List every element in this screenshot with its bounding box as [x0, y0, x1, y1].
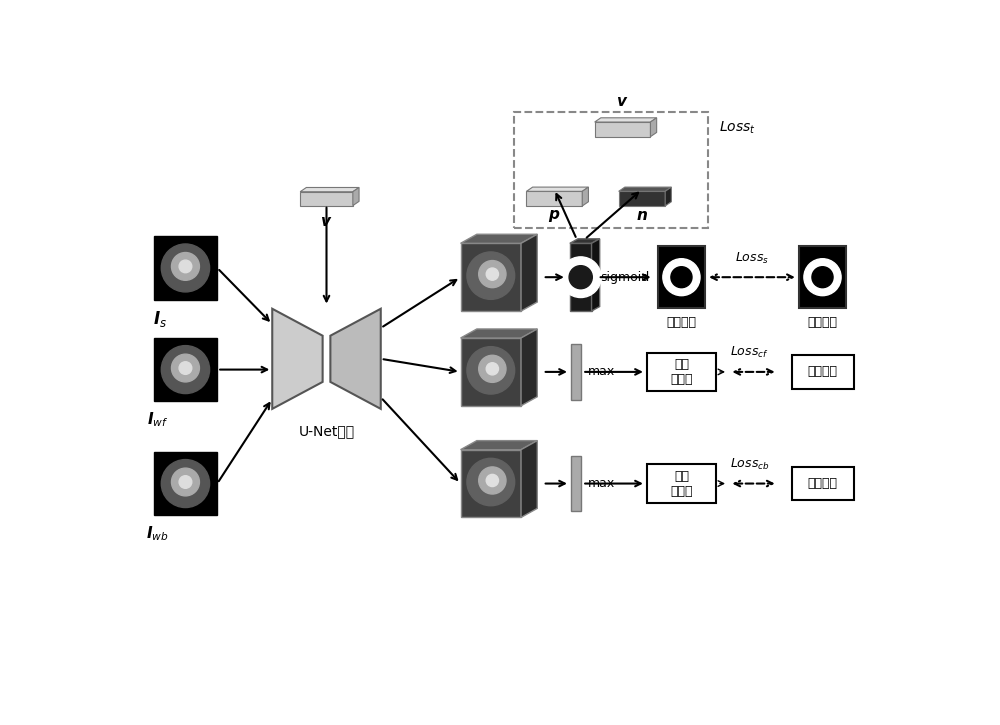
- Polygon shape: [461, 329, 537, 338]
- Circle shape: [467, 347, 515, 394]
- Text: $Loss_{cb}$: $Loss_{cb}$: [730, 457, 770, 472]
- Bar: [647, 352, 716, 392]
- Circle shape: [179, 476, 192, 489]
- Text: $\boldsymbol{v}$: $\boldsymbol{v}$: [616, 94, 629, 109]
- Text: max: max: [588, 365, 615, 378]
- Bar: [792, 467, 854, 500]
- Polygon shape: [650, 117, 657, 137]
- Circle shape: [569, 265, 592, 289]
- Text: sigmoid: sigmoid: [600, 270, 649, 283]
- Bar: [647, 464, 716, 503]
- Text: $Loss_{cf}$: $Loss_{cf}$: [730, 345, 769, 360]
- Text: $\boldsymbol{I}_{wf}$: $\boldsymbol{I}_{wf}$: [147, 410, 168, 429]
- Polygon shape: [461, 441, 537, 450]
- Bar: [526, 191, 582, 206]
- Bar: [154, 338, 217, 401]
- Circle shape: [161, 460, 210, 508]
- Polygon shape: [353, 188, 359, 206]
- Circle shape: [171, 252, 199, 281]
- Circle shape: [486, 474, 498, 486]
- Text: 前景
置信度: 前景 置信度: [670, 358, 693, 386]
- Text: max: max: [588, 477, 615, 490]
- Polygon shape: [272, 309, 323, 409]
- Circle shape: [171, 354, 199, 382]
- Polygon shape: [521, 234, 537, 311]
- Polygon shape: [595, 117, 657, 122]
- Polygon shape: [526, 187, 588, 191]
- Text: 背景标签: 背景标签: [808, 477, 838, 490]
- Text: 真值掩模: 真值掩模: [808, 315, 838, 328]
- Text: $\boldsymbol{p}$: $\boldsymbol{p}$: [548, 208, 561, 224]
- Circle shape: [467, 252, 515, 299]
- Polygon shape: [521, 329, 537, 406]
- Text: $Loss_s$: $Loss_s$: [735, 252, 769, 266]
- Polygon shape: [619, 187, 671, 191]
- Bar: [658, 247, 705, 308]
- Bar: [571, 456, 581, 511]
- Bar: [461, 450, 521, 518]
- Circle shape: [671, 267, 692, 288]
- Bar: [300, 191, 353, 206]
- Bar: [514, 112, 708, 228]
- Text: 背景
置信度: 背景 置信度: [670, 470, 693, 497]
- Circle shape: [479, 467, 506, 494]
- Bar: [619, 191, 665, 206]
- Text: U-Net骨架: U-Net骨架: [298, 424, 355, 438]
- Polygon shape: [521, 441, 537, 518]
- Circle shape: [804, 259, 841, 296]
- Bar: [799, 247, 846, 308]
- Text: $\boldsymbol{I}_s$: $\boldsymbol{I}_s$: [153, 309, 167, 328]
- Polygon shape: [461, 234, 537, 244]
- Circle shape: [171, 468, 199, 496]
- Polygon shape: [570, 239, 600, 244]
- Text: $Loss_t$: $Loss_t$: [719, 120, 756, 136]
- Text: $\boldsymbol{v}$: $\boldsymbol{v}$: [320, 214, 333, 229]
- Circle shape: [560, 257, 601, 297]
- Circle shape: [479, 260, 506, 288]
- Polygon shape: [330, 309, 381, 409]
- Text: $\boldsymbol{n}$: $\boldsymbol{n}$: [636, 208, 648, 223]
- Circle shape: [161, 346, 210, 394]
- Text: $\boldsymbol{I}_{wb}$: $\boldsymbol{I}_{wb}$: [146, 524, 169, 543]
- Bar: [595, 122, 650, 137]
- Circle shape: [179, 260, 192, 273]
- Circle shape: [486, 268, 498, 280]
- Circle shape: [663, 259, 700, 296]
- Circle shape: [479, 355, 506, 382]
- Circle shape: [486, 362, 498, 375]
- Bar: [461, 244, 521, 311]
- Polygon shape: [300, 188, 359, 191]
- Polygon shape: [592, 239, 600, 311]
- Bar: [792, 355, 854, 389]
- Bar: [570, 244, 592, 311]
- Bar: [461, 338, 521, 406]
- Circle shape: [467, 458, 515, 506]
- Bar: [154, 236, 217, 299]
- Circle shape: [161, 244, 210, 292]
- Bar: [571, 344, 581, 399]
- Polygon shape: [665, 187, 671, 206]
- Text: 预测掩模: 预测掩模: [666, 315, 696, 328]
- Text: 前景标签: 前景标签: [808, 365, 838, 378]
- Circle shape: [812, 267, 833, 288]
- Polygon shape: [582, 187, 588, 206]
- Circle shape: [179, 362, 192, 374]
- Bar: [154, 452, 217, 515]
